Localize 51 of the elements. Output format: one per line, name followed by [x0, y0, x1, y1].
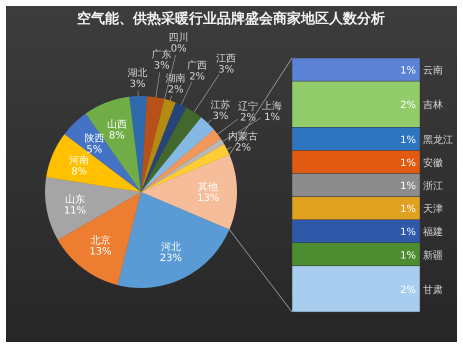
data-label: 3% [218, 64, 234, 76]
data-label: 2% [400, 284, 416, 296]
text: 0% [170, 44, 187, 55]
data-label: 8% [71, 166, 88, 178]
slice-label: 广西 [187, 59, 208, 72]
slice-label: 辽宁 [238, 100, 258, 112]
data-label: 3% [212, 111, 228, 122]
data-label: 5% [86, 144, 102, 156]
data-label: 2% [168, 84, 184, 96]
category-label: 四川 [168, 32, 189, 44]
series-label: 浙江 [423, 180, 443, 192]
data-label: 1% [400, 181, 416, 192]
slice-label: 上海 [262, 100, 282, 112]
data-label: 1% [264, 112, 280, 124]
slice-label: 山东 [64, 193, 85, 206]
data-label: 1% [400, 158, 416, 169]
series-label: 云南 [423, 64, 443, 77]
slice-label: 江苏 [210, 99, 230, 112]
slice-label: 北京 [90, 234, 110, 247]
slice-label: 其他 [198, 181, 218, 194]
data-label: 11% [64, 205, 86, 216]
data-label: 1% [400, 66, 416, 77]
slice-label: 山西 [106, 118, 127, 130]
data-label: 2% [235, 142, 252, 154]
slice-label: 陕西 [84, 132, 104, 145]
slice-label: 湖北 [128, 67, 148, 80]
data-label: 8% [108, 130, 125, 142]
series-label: 天津 [423, 203, 443, 216]
data-label: 3% [154, 60, 170, 72]
slice-label: 河南 [69, 154, 90, 167]
data-label: 1% [400, 204, 416, 216]
slice-label: 湖南 [166, 72, 186, 84]
data-label: 2% [400, 100, 416, 112]
chart-title: 空气能、供热采暖行业品牌盛会商家地区人数分析 [77, 10, 385, 27]
series-label: 安徽 [423, 156, 443, 169]
data-label: 23% [160, 253, 182, 264]
data-label: 13% [89, 246, 112, 258]
data-label: 1% [400, 134, 416, 146]
data-label: 1% [400, 250, 416, 262]
slice-label: 广东 [152, 48, 172, 61]
data-label: 1% [400, 227, 416, 238]
series-label: 甘肃 [423, 284, 443, 296]
series-label: 吉林 [423, 99, 443, 112]
data-label: 13% [197, 193, 220, 204]
data-label: 3% [130, 79, 146, 90]
data-label: 2% [189, 71, 206, 82]
slice-label: 江西 [216, 52, 236, 65]
slice-label: 河北 [160, 241, 181, 254]
series-label: 黑龙江 [423, 134, 453, 146]
series-label: 福建 [423, 226, 443, 238]
series-label: 新疆 [423, 249, 443, 262]
